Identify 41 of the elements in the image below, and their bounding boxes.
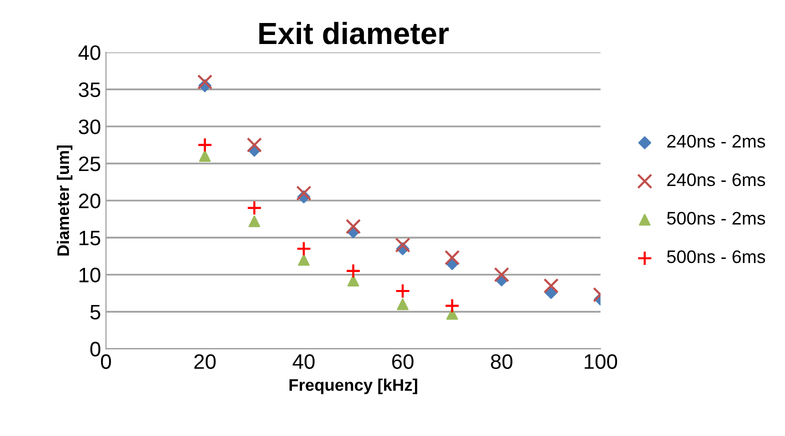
legend-label: 240ns - 6ms	[667, 173, 766, 186]
y-tick-label: 20	[78, 194, 100, 208]
x-tick-label: 0	[100, 354, 111, 369]
point	[444, 298, 460, 314]
y-tick-label: 25	[78, 156, 100, 172]
legend-label: 500ns - 6ms	[667, 250, 766, 264]
point	[298, 254, 310, 266]
x-axis-title: Frequency [kHz]	[290, 378, 418, 394]
legend-label: 240ns - 2ms	[667, 134, 766, 148]
point	[444, 250, 460, 266]
x-tick-label: 80	[490, 354, 512, 369]
point	[347, 274, 360, 286]
x-tick-label: 100	[584, 354, 618, 369]
point	[395, 237, 410, 253]
chart-title: Exit diameter	[259, 22, 449, 44]
x-tick-label: 20	[194, 354, 216, 369]
x-tick-label: 40	[292, 354, 315, 369]
y-tick-label: 30	[78, 119, 100, 134]
point	[543, 278, 559, 294]
y-tick-label: 35	[78, 82, 100, 98]
point	[296, 241, 312, 256]
point	[248, 215, 260, 228]
legend-label: 500ns - 2ms	[667, 212, 766, 225]
y-tick-label: 5	[90, 304, 100, 320]
y-axis-title: Diameter [um]	[56, 145, 72, 256]
point	[346, 263, 361, 279]
point	[199, 150, 211, 162]
point	[396, 298, 409, 310]
y-tick-label: 0	[90, 342, 100, 357]
point	[346, 218, 361, 234]
point	[197, 137, 213, 153]
point	[494, 267, 510, 282]
point	[246, 200, 262, 216]
y-tick-label: 40	[78, 45, 100, 60]
y-tick-label: 15	[80, 230, 100, 246]
point	[296, 186, 312, 201]
point	[197, 74, 213, 90]
point	[395, 283, 410, 299]
x-tick-label: 60	[392, 354, 414, 369]
point	[246, 137, 262, 153]
y-tick-label: 10	[80, 268, 100, 282]
